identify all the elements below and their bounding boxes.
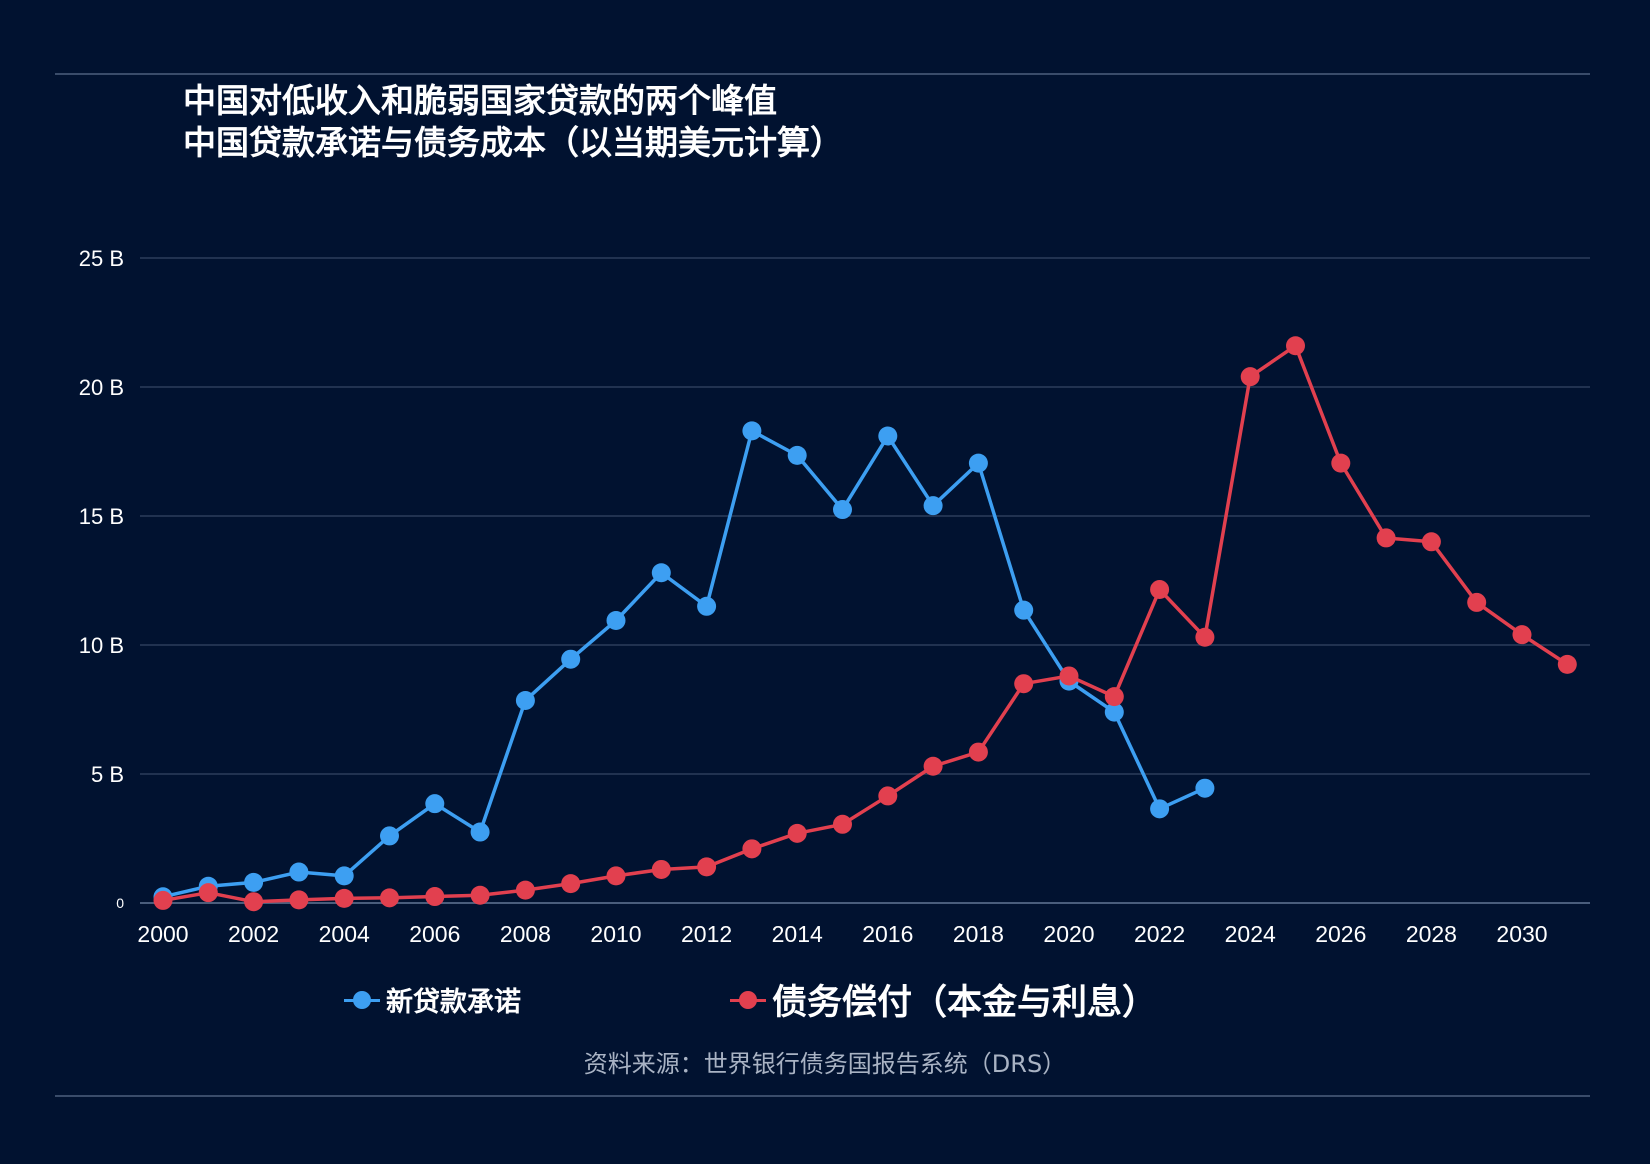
x-tick-label: 2020 bbox=[1043, 921, 1094, 947]
y-tick-label: 20 B bbox=[79, 375, 124, 400]
title-line-2: 中国贷款承诺与债务成本（以当期美元计算） bbox=[183, 123, 843, 162]
data-point-1-2009 bbox=[561, 874, 581, 894]
x-tick-label: 2022 bbox=[1134, 921, 1185, 947]
data-point-1-2013 bbox=[742, 839, 762, 859]
data-point-0-2002 bbox=[244, 872, 264, 892]
x-tick-label: 2008 bbox=[500, 921, 551, 947]
data-point-1-2008 bbox=[515, 880, 535, 900]
y-tick-label: 10 B bbox=[79, 633, 124, 658]
x-tick-label: 2004 bbox=[319, 921, 370, 947]
series-line-0 bbox=[162, 429, 1206, 899]
data-point-0-2018 bbox=[968, 453, 988, 473]
legend-item-new-loans[interactable]: 新贷款承诺 bbox=[344, 980, 521, 1019]
data-point-0-2005 bbox=[380, 826, 399, 846]
data-point-0-2007 bbox=[470, 822, 490, 842]
y-tick-label: 15 B bbox=[79, 504, 124, 529]
data-point-1-2000 bbox=[153, 890, 173, 910]
data-point-1-2024 bbox=[1240, 367, 1260, 387]
data-point-0-2003 bbox=[289, 862, 309, 882]
x-tick-label: 2028 bbox=[1406, 921, 1457, 947]
legend-label: 新贷款承诺 bbox=[386, 987, 521, 1018]
data-point-0-2017 bbox=[923, 496, 943, 516]
series-line-1 bbox=[162, 343, 1569, 904]
data-point-1-2026 bbox=[1331, 453, 1351, 473]
x-tick-label: 2016 bbox=[862, 921, 913, 947]
blue-dot-marker-icon bbox=[344, 990, 380, 1010]
x-tick-label: 2026 bbox=[1315, 921, 1366, 947]
data-point-1-2030 bbox=[1512, 625, 1532, 645]
data-point-1-2005 bbox=[380, 888, 399, 908]
data-point-1-2004 bbox=[334, 888, 354, 908]
legend-label: 债务偿付（本金与利息） bbox=[772, 983, 1158, 1023]
data-point-1-2020 bbox=[1059, 666, 1079, 686]
y-tick-label: 0 bbox=[116, 895, 124, 911]
data-point-1-2017 bbox=[923, 756, 943, 776]
data-point-1-2007 bbox=[470, 885, 490, 905]
data-point-0-2016 bbox=[878, 426, 898, 446]
data-point-1-2015 bbox=[833, 814, 852, 834]
data-point-1-2027 bbox=[1376, 528, 1396, 548]
red-dot-marker-icon bbox=[730, 990, 766, 1010]
data-point-1-2023 bbox=[1195, 627, 1215, 647]
legend: 新贷款承诺 债务偿付（本金与利息） bbox=[0, 972, 1650, 1025]
x-tick-label: 2006 bbox=[409, 921, 460, 947]
y-tick-label: 5 B bbox=[91, 762, 124, 787]
bottom-rule bbox=[55, 1095, 1590, 1097]
data-point-0-2006 bbox=[425, 794, 445, 814]
x-tick-label: 2002 bbox=[228, 921, 279, 947]
x-tick-label: 2014 bbox=[772, 921, 823, 947]
data-point-0-2008 bbox=[515, 690, 535, 710]
data-point-0-2019 bbox=[1014, 600, 1034, 620]
x-tick-label: 2012 bbox=[681, 921, 732, 947]
data-point-1-2028 bbox=[1421, 532, 1441, 552]
legend-item-debt-service[interactable]: 债务偿付（本金与利息） bbox=[730, 974, 1157, 1025]
data-point-0-2013 bbox=[742, 421, 762, 441]
data-point-0-2004 bbox=[334, 866, 354, 886]
data-point-1-2018 bbox=[968, 742, 988, 762]
data-point-0-2014 bbox=[787, 445, 807, 465]
x-tick-label: 2024 bbox=[1225, 921, 1276, 947]
line-chart: 0 5 B 10 B 15 B 20 B 25 B 2000 2002 2004 2006 2008… bbox=[79, 246, 1590, 947]
top-rule bbox=[55, 73, 1590, 75]
data-point-1-2021 bbox=[1104, 687, 1124, 707]
x-tick-label: 2010 bbox=[590, 921, 641, 947]
y-tick-label: 25 B bbox=[79, 246, 124, 271]
data-point-0-2009 bbox=[561, 649, 581, 669]
data-point-0-2022 bbox=[1150, 799, 1170, 819]
chart-title: 中国对低收入和脆弱国家贷款的两个峰值 中国贷款承诺与债务成本（以当期美元计算） bbox=[183, 80, 843, 164]
data-point-0-2021 bbox=[1104, 702, 1124, 722]
source-note: 资料来源：世界银行债务国报告系统（DRS） bbox=[583, 1050, 1067, 1078]
data-point-0-2011 bbox=[651, 563, 671, 583]
data-point-1-2016 bbox=[878, 786, 898, 806]
x-tick-label: 2018 bbox=[953, 921, 1004, 947]
data-point-1-2025 bbox=[1286, 336, 1305, 356]
data-point-0-2015 bbox=[833, 500, 852, 520]
data-point-0-2023 bbox=[1195, 778, 1215, 798]
data-point-0-2012 bbox=[697, 596, 717, 616]
data-point-1-2002 bbox=[244, 892, 264, 912]
data-point-1-2006 bbox=[425, 887, 445, 907]
x-tick-label: 2030 bbox=[1496, 921, 1547, 947]
data-point-1-2003 bbox=[289, 890, 309, 910]
data-point-1-2031 bbox=[1557, 654, 1577, 674]
data-point-1-2029 bbox=[1467, 592, 1487, 612]
data-point-1-2001 bbox=[198, 883, 218, 903]
data-point-1-2019 bbox=[1014, 674, 1034, 694]
x-tick-label: 2000 bbox=[137, 921, 188, 947]
title-line-1: 中国对低收入和脆弱国家贷款的两个峰值 bbox=[183, 81, 777, 120]
data-point-1-2010 bbox=[606, 866, 626, 886]
data-point-0-2010 bbox=[606, 610, 626, 630]
data-point-1-2022 bbox=[1150, 580, 1170, 600]
data-point-1-2012 bbox=[697, 857, 717, 877]
data-point-1-2011 bbox=[651, 859, 671, 879]
data-point-1-2014 bbox=[787, 823, 807, 843]
